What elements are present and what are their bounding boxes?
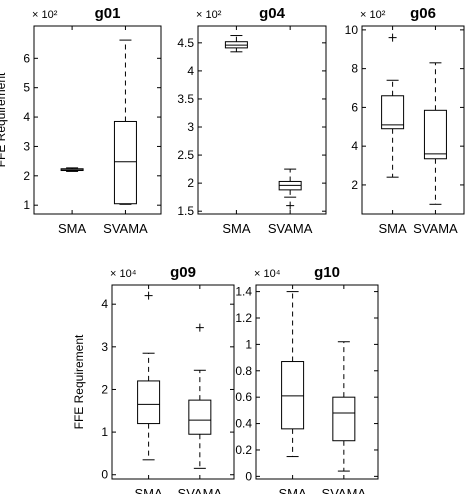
box-SMA [60,167,84,172]
y-tick-label: 2 [101,382,108,396]
y-tick-label: 0.4 [235,417,252,431]
y-tick-label: 6 [23,51,30,65]
y-tick-label: 2 [187,176,194,190]
x-category-label: SMA [222,221,251,236]
panel-title: g06 [410,5,436,22]
x-category-label: SMA [279,486,308,494]
plot-frame [33,25,162,215]
x-category-label: SVAMA [178,486,223,494]
x-category-label: SMA [58,221,87,236]
axis-multiplier: × 10⁴ [110,268,137,280]
x-category-label: SMA [379,221,408,236]
panel-title: g09 [170,264,196,281]
axis-multiplier: × 10² [32,9,58,21]
y-tick-label: 6 [351,100,358,114]
y-tick-label: 0.6 [235,390,252,404]
y-tick-label: 4.5 [177,36,194,50]
box-SVAMA [188,323,212,469]
axis-multiplier: × 10² [360,9,386,21]
box-SMA [224,35,248,53]
y-tick-label: 0 [101,468,108,482]
y-tick-label: 2.5 [177,148,194,162]
box-SVAMA [423,62,447,205]
y-axis-label: FFE Requirement [72,334,86,429]
y-tick-label: 3 [101,340,108,354]
y-tick-label: 0.8 [235,364,252,378]
outlier-marker [286,201,295,210]
y-tick-label: 2 [351,178,358,192]
box-SMA [281,291,305,458]
y-tick-label: 1 [23,198,30,212]
box-SMA [381,33,405,178]
x-category-label: SMA [135,486,164,494]
x-category-label: SVAMA [103,221,148,236]
y-tick-label: 0.2 [235,443,252,457]
interquartile-box [113,120,137,205]
interquartile-box [332,396,356,442]
box-SVAMA [278,168,302,210]
plot-frame [111,284,235,480]
axis-multiplier: × 10² [196,9,222,21]
chart-panel-g09: 0 1 2 3 4 SMA SVAMA g09 × 10⁴ FFE Requirement [72,264,235,499]
box-SVAMA [113,39,137,205]
y-tick-label: 10 [345,23,359,37]
outlier-marker [144,291,153,300]
interquartile-box [137,380,161,425]
box-SVAMA [332,341,356,472]
y-tick-label: 3.5 [177,92,194,106]
y-tick-label: 3 [187,120,194,134]
panel-title: g10 [314,264,340,281]
chart-panel-g10: 0 0.2 0.4 0.6 0.8 1 1.2 1.4 SMA SVAMA g10 × 10⁴ [235,264,379,499]
y-axis-label: FFE Requirement [0,72,8,167]
interquartile-box [423,109,447,160]
y-tick-label: 4 [101,297,108,311]
panel-title: g04 [259,5,286,22]
interquartile-box [281,361,305,430]
y-tick-label: 4 [187,64,194,78]
y-tick-label: 0 [245,469,252,483]
interquartile-box [188,399,212,435]
y-tick-label: 3 [23,139,30,153]
box-SMA [137,291,161,461]
plot-frame [361,25,465,215]
panel-title: g01 [95,5,121,22]
x-category-label: SVAMA [322,486,367,494]
interquartile-box [381,95,405,130]
y-tick-label: 5 [23,81,30,95]
x-category-label: SVAMA [268,221,313,236]
chart-panel-g01: 1 2 3 4 5 6 SMA SVAMA g01 × 10² FFE Requirement [0,5,162,236]
y-tick-label: 1 [101,425,108,439]
axis-multiplier: × 10⁴ [254,268,281,280]
y-tick-label: 8 [351,62,358,76]
outlier-marker [388,33,397,42]
y-tick-label: 1.4 [235,285,252,299]
plot-frame [255,284,379,480]
x-category-label: SVAMA [413,221,458,236]
y-tick-label: 4 [351,139,358,153]
y-tick-label: 2 [23,169,30,183]
chart-panel-g06: 2 4 6 8 10 SMA SVAMA g06 × 10² [345,5,465,236]
plot-frame [197,25,327,215]
outlier-marker [195,323,204,332]
y-tick-label: 1.5 [177,204,194,218]
y-tick-label: 4 [23,110,30,124]
y-tick-label: 1 [245,337,252,351]
y-tick-label: 1.2 [235,311,252,325]
chart-panel-g04: 1.5 2 2.5 3 3.5 4 4.5 SMA SVAMA g04 × 10² [177,5,327,236]
